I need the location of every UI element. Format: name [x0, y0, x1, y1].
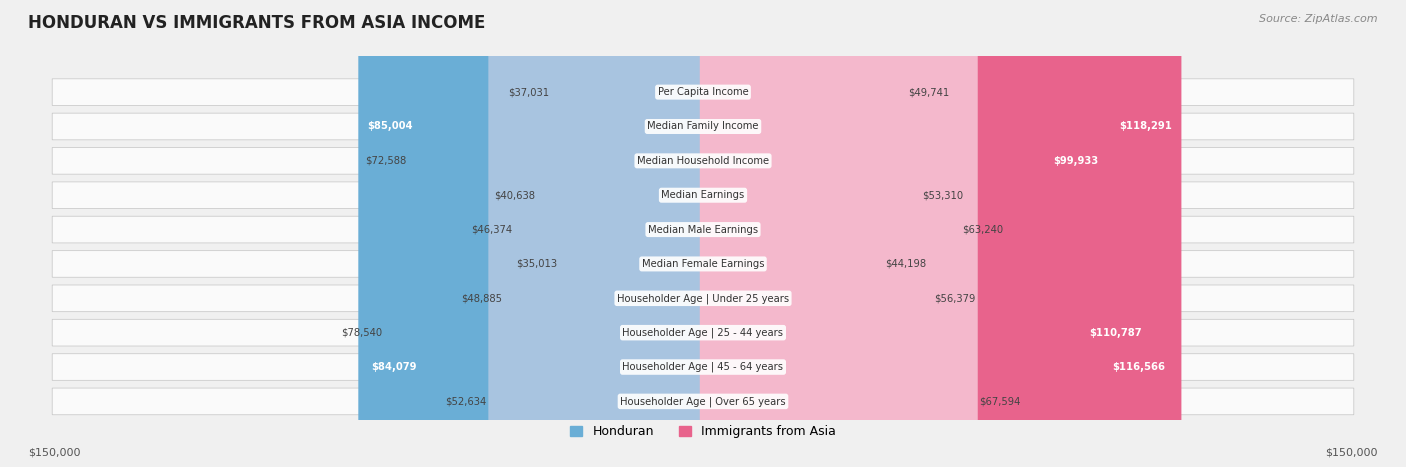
Text: $46,374: $46,374 [471, 225, 512, 234]
FancyBboxPatch shape [700, 0, 977, 467]
FancyBboxPatch shape [408, 0, 706, 467]
Text: Median Earnings: Median Earnings [661, 190, 745, 200]
FancyBboxPatch shape [361, 0, 706, 467]
FancyBboxPatch shape [537, 0, 706, 467]
Text: $78,540: $78,540 [342, 328, 382, 338]
FancyBboxPatch shape [700, 0, 905, 467]
Text: $116,566: $116,566 [1112, 362, 1166, 372]
Text: Householder Age | Over 65 years: Householder Age | Over 65 years [620, 396, 786, 407]
FancyBboxPatch shape [488, 0, 706, 467]
FancyBboxPatch shape [52, 216, 1354, 243]
Text: $35,013: $35,013 [516, 259, 558, 269]
Text: $52,634: $52,634 [446, 396, 486, 406]
FancyBboxPatch shape [513, 0, 706, 467]
FancyBboxPatch shape [700, 0, 921, 467]
Text: $85,004: $85,004 [367, 121, 413, 132]
Text: HONDURAN VS IMMIGRANTS FROM ASIA INCOME: HONDURAN VS IMMIGRANTS FROM ASIA INCOME [28, 14, 485, 32]
Text: $48,885: $48,885 [461, 293, 502, 303]
Text: $110,787: $110,787 [1090, 328, 1142, 338]
FancyBboxPatch shape [560, 0, 706, 467]
FancyBboxPatch shape [384, 0, 706, 467]
Legend: Honduran, Immigrants from Asia: Honduran, Immigrants from Asia [565, 420, 841, 443]
FancyBboxPatch shape [52, 285, 1354, 311]
Text: $150,000: $150,000 [28, 448, 80, 458]
FancyBboxPatch shape [700, 0, 1108, 467]
FancyBboxPatch shape [52, 388, 1354, 415]
Text: $40,638: $40,638 [494, 190, 534, 200]
FancyBboxPatch shape [700, 0, 932, 467]
FancyBboxPatch shape [52, 79, 1354, 106]
FancyBboxPatch shape [700, 0, 884, 467]
Text: Source: ZipAtlas.com: Source: ZipAtlas.com [1260, 14, 1378, 24]
FancyBboxPatch shape [700, 0, 1152, 467]
Text: Householder Age | 25 - 44 years: Householder Age | 25 - 44 years [623, 327, 783, 338]
Text: $53,310: $53,310 [922, 190, 963, 200]
FancyBboxPatch shape [700, 0, 1181, 467]
FancyBboxPatch shape [700, 0, 960, 467]
Text: Householder Age | Under 25 years: Householder Age | Under 25 years [617, 293, 789, 304]
Text: $99,933: $99,933 [1053, 156, 1098, 166]
FancyBboxPatch shape [52, 113, 1354, 140]
Text: $84,079: $84,079 [371, 362, 416, 372]
Text: Median Household Income: Median Household Income [637, 156, 769, 166]
Text: $49,741: $49,741 [908, 87, 949, 97]
FancyBboxPatch shape [503, 0, 706, 467]
FancyBboxPatch shape [52, 354, 1354, 380]
FancyBboxPatch shape [700, 0, 1174, 467]
Text: $67,594: $67,594 [980, 396, 1021, 406]
Text: $63,240: $63,240 [962, 225, 1002, 234]
Text: $72,588: $72,588 [366, 156, 406, 166]
Text: $44,198: $44,198 [886, 259, 927, 269]
Text: Per Capita Income: Per Capita Income [658, 87, 748, 97]
Text: $150,000: $150,000 [1326, 448, 1378, 458]
FancyBboxPatch shape [52, 182, 1354, 209]
Text: $56,379: $56,379 [935, 293, 976, 303]
Text: Median Family Income: Median Family Income [647, 121, 759, 132]
Text: Median Female Earnings: Median Female Earnings [641, 259, 765, 269]
Text: Householder Age | 45 - 64 years: Householder Age | 45 - 64 years [623, 362, 783, 372]
Text: $37,031: $37,031 [509, 87, 550, 97]
FancyBboxPatch shape [551, 0, 706, 467]
FancyBboxPatch shape [52, 251, 1354, 277]
FancyBboxPatch shape [52, 319, 1354, 346]
Text: $118,291: $118,291 [1119, 121, 1173, 132]
FancyBboxPatch shape [52, 148, 1354, 174]
FancyBboxPatch shape [359, 0, 706, 467]
Text: Median Male Earnings: Median Male Earnings [648, 225, 758, 234]
